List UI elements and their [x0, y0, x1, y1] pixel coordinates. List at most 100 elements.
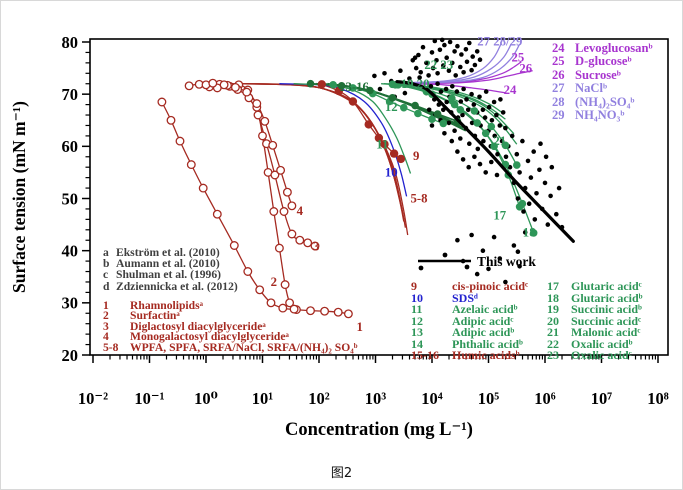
legend-item-label: NH₄NO₃ᵇ	[575, 108, 625, 123]
scatter-point	[377, 86, 383, 92]
marker-filled-17	[450, 100, 459, 109]
scatter-point	[528, 175, 534, 180]
scatter-point	[418, 70, 424, 75]
legend-item: 15-16 Humic acidsᵇ	[411, 348, 528, 362]
legend-item-number: d	[103, 279, 110, 293]
legend-item: 12 Adipic acidᶜ	[411, 313, 528, 328]
legend-item-label: Humic acidsᵇ	[452, 348, 520, 362]
plot-label: 21	[493, 134, 506, 148]
scatter-point	[494, 112, 499, 118]
series-line-24	[406, 83, 507, 94]
scatter-point	[446, 68, 452, 73]
scatter-point	[477, 57, 483, 62]
scatter-point	[556, 185, 562, 191]
scatter-point	[549, 164, 555, 170]
scatter-point	[475, 146, 481, 152]
legend-item-number: 25	[552, 54, 565, 69]
scatter-point	[412, 55, 418, 60]
this-work-dot	[442, 252, 448, 258]
scatter-point	[420, 44, 426, 50]
marker-filled-9	[317, 80, 326, 89]
scatter-point	[472, 154, 477, 160]
scatter-point	[429, 50, 435, 55]
marker-open-4	[230, 82, 240, 92]
scatter-point	[489, 159, 494, 165]
scatter-point	[435, 71, 440, 76]
legend-salts-sugars: 24 Levoglucosanᵇ 25 D-glucoseᵇ 26 Sucroseᵇ 27 N…	[552, 41, 653, 123]
scatter-point	[372, 73, 377, 79]
scatter-point	[429, 123, 435, 128]
marker-open-1	[320, 306, 330, 316]
legend-item-label: Oxalic acidᵇ	[571, 336, 633, 351]
legend-item-number: 28	[552, 94, 565, 109]
scatter-point	[491, 234, 497, 240]
scatter-point	[521, 209, 526, 214]
legend-item-number: 19	[547, 302, 559, 316]
scatter-point	[477, 94, 482, 100]
scatter-point	[525, 158, 531, 164]
scatter-point	[503, 125, 508, 131]
x-tick-label: 10¹	[252, 389, 274, 408]
legend-item-number: 5-8	[103, 340, 119, 354]
this-work-dot	[464, 264, 470, 270]
plot-label: 2	[271, 275, 277, 289]
legend-item-number: 2	[103, 309, 109, 323]
legend-item-number: 22	[547, 336, 559, 351]
legend-item: 22 Oxalic acidᵇ	[547, 336, 643, 351]
scatter-point	[428, 84, 434, 89]
legend-item-number: 11	[411, 302, 423, 316]
plot-label: 25	[512, 50, 525, 64]
marker-open-2	[289, 304, 299, 314]
legend-item: 29 NH₄NO₃ᵇ	[552, 108, 653, 123]
scatter-point	[464, 97, 469, 102]
scatter-point	[503, 154, 509, 160]
plot-border	[89, 38, 669, 356]
legend-item: 25 D-glucoseᵇ	[552, 54, 653, 69]
legend-item-number: 18	[547, 290, 559, 305]
marker-open-4	[282, 187, 292, 197]
legend-item-label: Surfactinᵃ	[130, 309, 180, 323]
plot-label: 17	[493, 208, 506, 222]
scatter-point	[511, 243, 517, 248]
marker-open-3	[310, 241, 320, 251]
scatter-point	[464, 59, 470, 65]
marker-open-1	[229, 241, 239, 250]
scatter-point	[450, 84, 455, 89]
legend-item-label: Glutaric acidᶜ	[571, 279, 642, 293]
legend-item-label: D-glucoseᵇ	[575, 54, 632, 69]
scatter-point	[491, 99, 497, 105]
marker-filled-12	[400, 103, 408, 112]
marker-filled-9	[380, 140, 389, 149]
legend-item-number: 24	[552, 41, 565, 55]
legend-item: c Shulman et al. (1996)	[103, 269, 238, 281]
plot-label: 26	[519, 61, 532, 75]
scatter-point	[458, 64, 463, 70]
scatter-point	[382, 71, 387, 76]
legend-item: 4 Monogalactosyl diacylglycerideᵃ	[103, 331, 357, 343]
chart-canvas: 20 30 40 50 60 70 80 10⁻² 10⁻¹ 10⁰ 10¹ 10² 10³ 10⁴ 10⁵…	[9, 33, 669, 440]
legend-item-number: 12	[411, 313, 423, 328]
scatter-point	[538, 141, 543, 146]
legend-item: 24 Levoglucosanᵇ	[552, 41, 653, 55]
marker-open-1	[255, 285, 265, 295]
series-line-6	[237, 83, 405, 222]
scatter-point	[537, 167, 542, 173]
scatter-point	[463, 47, 469, 52]
marker-open-3	[253, 110, 263, 120]
scatter-point	[449, 138, 455, 144]
marker-filled-18	[529, 229, 538, 237]
legend-item-label: Glutaric acidᵇ	[571, 290, 643, 305]
legend-item-label: Levoglucosanᵇ	[575, 41, 653, 55]
scatter-point	[471, 102, 477, 107]
marker-filled-21	[513, 161, 521, 169]
legend-item-number: 23	[547, 348, 559, 362]
fit-line	[395, 80, 575, 243]
scatter-point	[432, 38, 438, 44]
marker-open-4	[268, 140, 278, 150]
marker-open-1	[166, 115, 176, 125]
x-tick-label: 10⁶	[534, 389, 556, 408]
series-line-1	[161, 101, 349, 315]
x-tick-label: 10⁵	[478, 389, 500, 408]
legend-item: 11 Azelaic acidᵇ	[411, 302, 528, 316]
x-tick-label: 10⁰	[194, 389, 218, 408]
